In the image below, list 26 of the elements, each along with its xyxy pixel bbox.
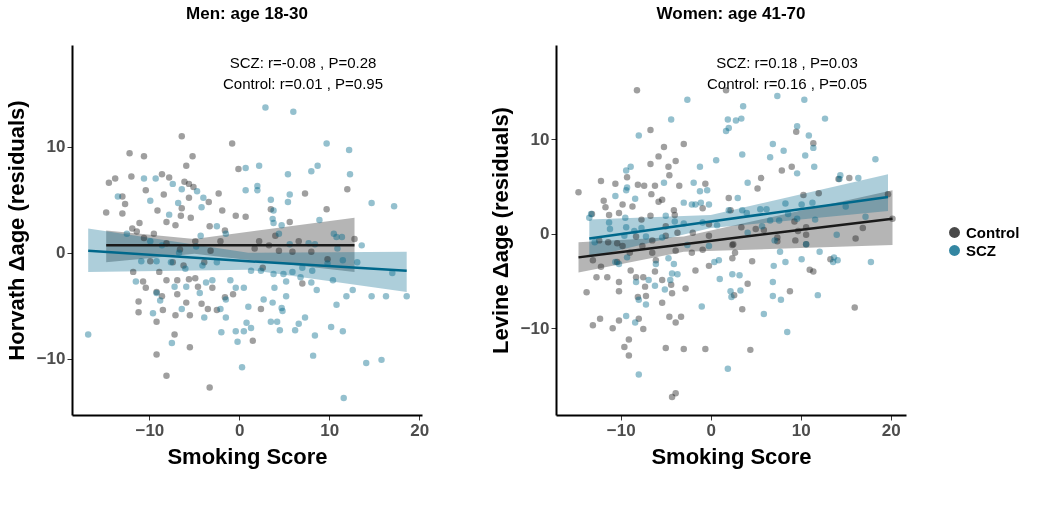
y-tick-label: 0 xyxy=(56,243,66,263)
chart-title: Women: age 41-70 xyxy=(656,4,806,23)
x-tick-label: 10 xyxy=(320,420,340,440)
x-tick-label: 10 xyxy=(791,420,811,440)
x-tick-label: 0 xyxy=(706,420,716,440)
legend-label: Control xyxy=(966,223,1020,241)
x-tick-label: 0 xyxy=(235,420,245,440)
x-axis-title: Smoking Score xyxy=(167,443,328,469)
legend-label: SCZ xyxy=(966,241,996,259)
annotation: Control: r=0.16 , P=0.05 xyxy=(706,75,868,92)
x-tick-label: −10 xyxy=(606,420,636,440)
annotation: SCZ: r=-0.08 , P=0.28 xyxy=(229,54,377,71)
y-tick-label: −10 xyxy=(520,318,550,338)
x-tick-label: 20 xyxy=(410,420,430,440)
y-tick-label: 0 xyxy=(540,224,550,244)
x-axis-title: Smoking Score xyxy=(651,443,812,469)
y-axis-title: Horvath Δage (residuals) xyxy=(3,100,29,361)
y-tick-label: 10 xyxy=(530,129,550,149)
chart-title: Men: age 18-30 xyxy=(186,4,308,23)
y-tick-label: −10 xyxy=(36,349,66,369)
annotation: SCZ: r=0.18 , P=0.03 xyxy=(716,54,858,71)
annotation: Control: r=0.01 , P=0.95 xyxy=(222,75,384,92)
y-tick-label: 10 xyxy=(46,137,66,157)
y-axis-title: Levine Δage (residuals) xyxy=(487,107,513,354)
x-tick-label: −10 xyxy=(135,420,165,440)
x-tick-label: 20 xyxy=(881,420,901,440)
